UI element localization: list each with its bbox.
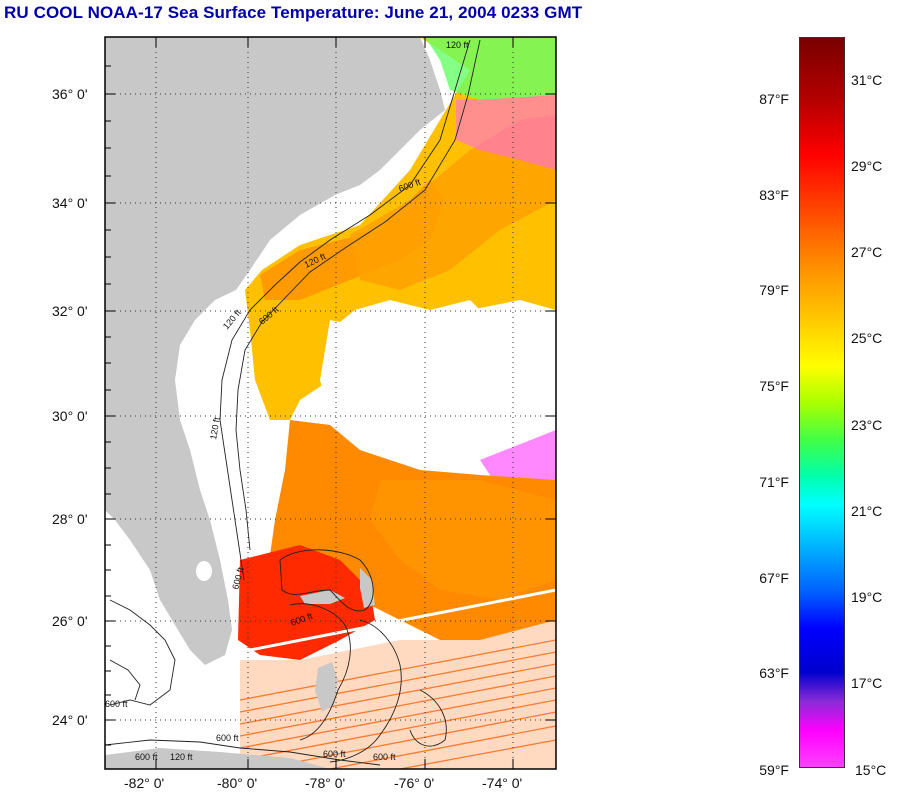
- celsius-label: 25°C: [851, 330, 883, 346]
- axis-ticks: [105, 37, 556, 769]
- land-us-coast: [105, 37, 445, 665]
- cloud-mass: [320, 300, 556, 470]
- scan-gap: [239, 588, 556, 654]
- celsius-label: 19°C: [851, 589, 883, 605]
- land-cuba: [105, 748, 330, 769]
- latitude-label: 28° 0': [52, 511, 88, 527]
- lake-okeechobee: [196, 561, 212, 581]
- longitude-label: -76° 0': [394, 775, 435, 791]
- sst-field-green-north: [425, 37, 556, 100]
- fahrenheit-label: 79°F: [759, 282, 789, 298]
- map-title: RU COOL NOAA-17 Sea Surface Temperature:…: [4, 3, 583, 22]
- isobath-label: 120 ft: [170, 752, 193, 762]
- latitude-label: 26° 0': [52, 613, 88, 629]
- celsius-label: 23°C: [851, 417, 883, 433]
- scan-line-streaks: [239, 639, 556, 769]
- latitude-label: 32° 0': [52, 303, 88, 319]
- isobath-label: 600 ft: [216, 733, 239, 743]
- latitude-label: 36° 0': [52, 86, 88, 102]
- temperature-colorbar: [799, 37, 845, 768]
- latitude-label: 30° 0': [52, 408, 88, 424]
- fahrenheit-label: 67°F: [759, 570, 789, 586]
- celsius-label: 31°C: [851, 72, 883, 88]
- isobath-label: 600 ft: [105, 699, 128, 709]
- celsius-label: 27°C: [851, 244, 883, 260]
- longitude-label: -74° 0': [482, 775, 523, 791]
- fahrenheit-label: 87°F: [759, 91, 789, 107]
- longitude-label: -82° 0': [124, 775, 165, 791]
- latitude-label: 24° 0': [52, 712, 88, 728]
- sst-field-cool-streaks: [456, 95, 556, 170]
- fahrenheit-label: 59°F: [759, 762, 789, 778]
- fahrenheit-label: 83°F: [759, 187, 789, 203]
- latitude-label: 34° 0': [52, 195, 88, 211]
- isobath-label: 600 ft: [135, 752, 158, 762]
- isobath-label: 600 ft: [373, 752, 396, 762]
- fahrenheit-label: 71°F: [759, 474, 789, 490]
- sst-field-south-orange: [370, 480, 556, 600]
- land-andros: [315, 662, 338, 712]
- longitude-label: -80° 0': [217, 775, 258, 791]
- isobath-label: 600 ft: [323, 749, 346, 759]
- isobath-label: 120 ft: [446, 40, 469, 50]
- celsius-label: 15°C: [855, 762, 887, 778]
- celsius-label: 29°C: [851, 158, 883, 174]
- isobath-label: 120 ft: [208, 416, 222, 440]
- celsius-label: 21°C: [851, 503, 883, 519]
- longitude-label: -78° 0': [305, 775, 346, 791]
- fahrenheit-label: 63°F: [759, 665, 789, 681]
- land-abaco: [360, 568, 375, 608]
- map-frame: [104, 36, 557, 770]
- celsius-label: 17°C: [851, 675, 883, 691]
- graticule: [105, 37, 556, 769]
- fahrenheit-label: 75°F: [759, 378, 789, 394]
- sst-field-gulfstream-north: [350, 115, 556, 290]
